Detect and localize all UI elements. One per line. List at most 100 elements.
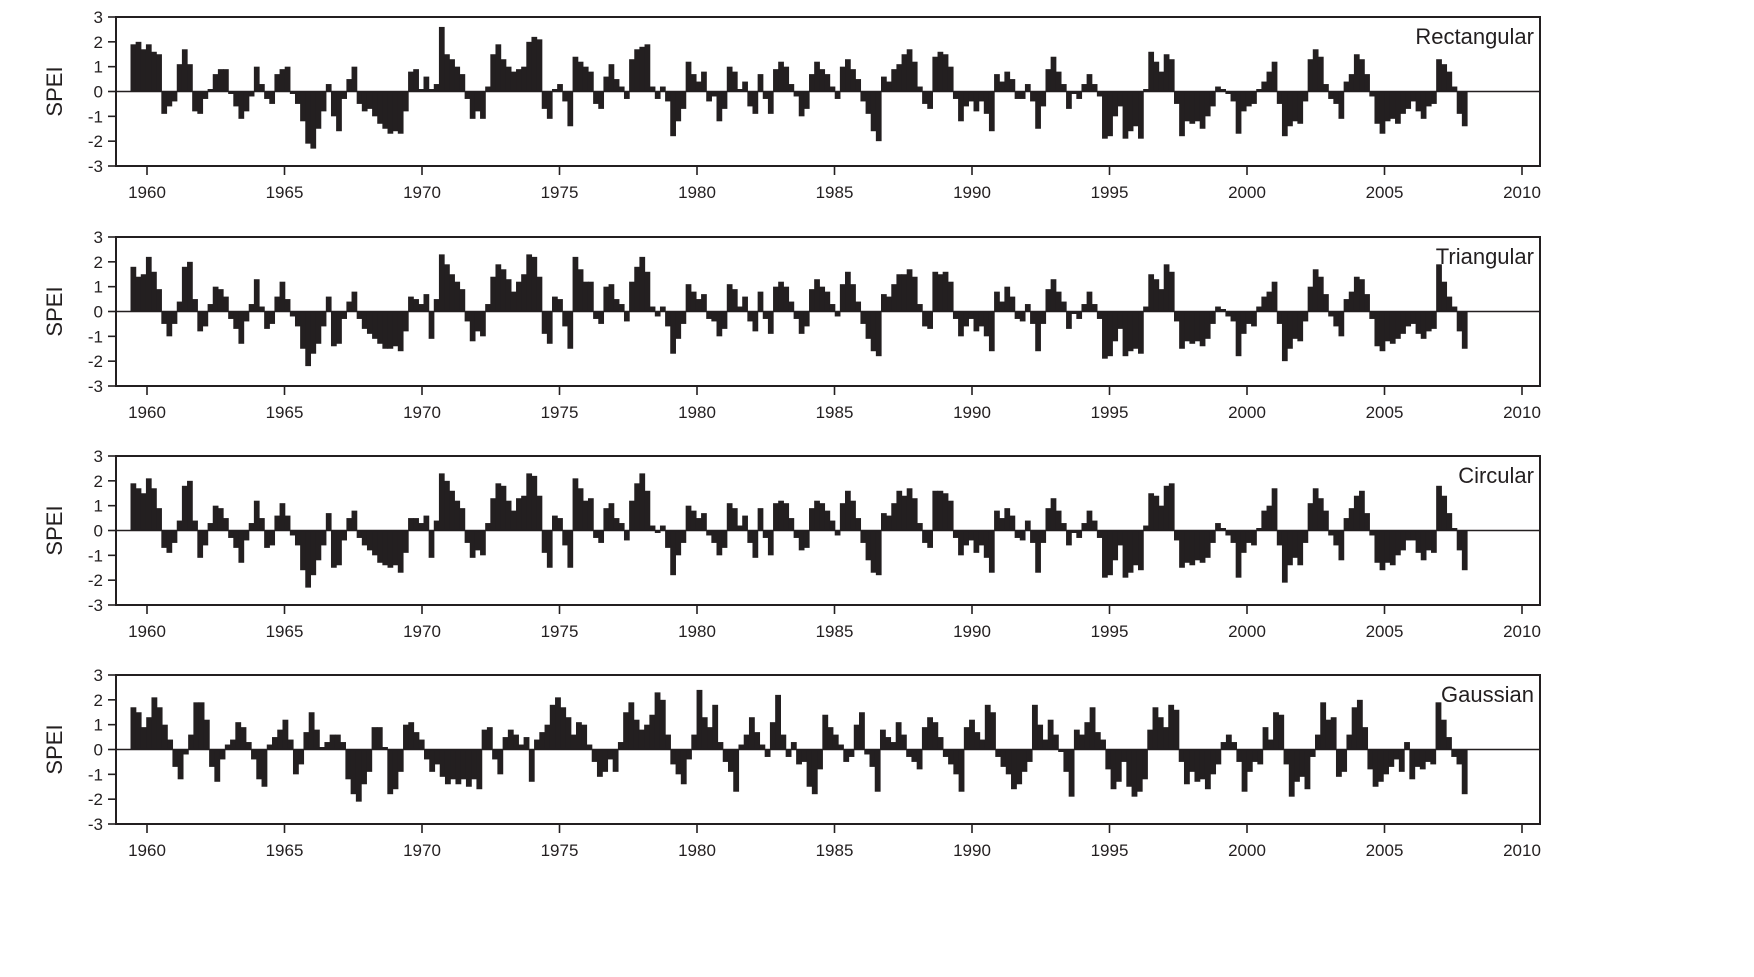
bar xyxy=(172,749,179,767)
bar xyxy=(1431,91,1437,104)
x-tick-label: 1960 xyxy=(128,183,166,202)
bar xyxy=(253,500,260,531)
bar xyxy=(587,281,594,312)
bar xyxy=(1005,749,1012,775)
bar xyxy=(495,44,502,92)
bar xyxy=(748,717,755,750)
bar xyxy=(434,749,441,765)
bar xyxy=(633,719,640,750)
bar xyxy=(449,59,455,92)
bar xyxy=(245,742,252,750)
bar xyxy=(1112,530,1119,561)
bar xyxy=(1148,51,1155,92)
x-tick-label: 1985 xyxy=(816,183,854,202)
bar xyxy=(670,91,676,137)
bar xyxy=(1021,749,1028,772)
y-axis: 3 2 1 0 -1 -2 -3 xyxy=(88,666,116,834)
bar xyxy=(659,86,666,92)
bar xyxy=(1414,749,1421,767)
bar xyxy=(1451,749,1458,757)
bar xyxy=(146,717,153,750)
bar xyxy=(942,749,949,757)
bar xyxy=(1287,311,1293,349)
bar xyxy=(161,311,168,324)
bar xyxy=(1299,749,1306,777)
bar xyxy=(1060,523,1067,531)
bar xyxy=(1400,311,1406,334)
bar xyxy=(1112,91,1119,117)
bar xyxy=(1266,505,1273,531)
bar xyxy=(1042,739,1049,750)
y-axis-title: SPEI xyxy=(42,505,67,555)
bar xyxy=(1121,749,1127,762)
spei-panel-circular: 3 2 1 0 -1 -2 -3 SPEI 1960 1965 1970 1975 1980 1985 19… xyxy=(0,439,1754,664)
bar xyxy=(315,311,322,344)
bar xyxy=(1400,91,1406,114)
bar xyxy=(253,66,260,92)
bar xyxy=(284,515,291,531)
bar xyxy=(1199,530,1206,563)
bar xyxy=(1009,79,1016,92)
bar xyxy=(1312,488,1319,531)
bar xyxy=(1011,749,1017,790)
bar xyxy=(577,61,584,92)
bar xyxy=(1163,485,1170,531)
bar xyxy=(1389,311,1396,344)
bar xyxy=(1055,291,1062,312)
bar xyxy=(742,296,748,312)
bar xyxy=(1292,311,1298,339)
bar xyxy=(809,74,815,92)
bar xyxy=(796,749,802,765)
bar xyxy=(1384,530,1391,563)
bar xyxy=(1024,520,1031,531)
bar xyxy=(860,311,867,324)
bar xyxy=(214,749,221,782)
bar xyxy=(974,732,981,750)
y-tick-label: 2 xyxy=(94,691,103,710)
bar xyxy=(544,724,551,750)
bar xyxy=(1215,306,1221,312)
bar xyxy=(901,274,908,312)
bar xyxy=(1287,91,1293,127)
bar xyxy=(197,530,204,558)
bar xyxy=(1281,530,1288,583)
x-tick-label: 2010 xyxy=(1503,841,1541,860)
bar xyxy=(690,74,697,92)
bar xyxy=(984,704,991,750)
bar xyxy=(272,737,278,750)
bar xyxy=(476,749,483,790)
bar xyxy=(1436,264,1442,312)
bar xyxy=(1073,729,1080,750)
panel-title: Gaussian xyxy=(1441,682,1534,707)
bar xyxy=(382,91,389,129)
bar-series xyxy=(130,254,1468,367)
bar xyxy=(1410,91,1417,102)
bar xyxy=(608,503,615,531)
bar xyxy=(775,694,781,750)
bar xyxy=(486,727,493,750)
bar xyxy=(1405,311,1412,327)
bar xyxy=(1262,727,1269,750)
bar xyxy=(1328,311,1334,317)
bar xyxy=(680,530,687,543)
bar xyxy=(839,284,846,312)
bar xyxy=(233,91,240,107)
bar xyxy=(1461,91,1468,127)
bar xyxy=(1174,91,1180,104)
bar xyxy=(387,311,394,349)
bar xyxy=(639,256,646,312)
bar xyxy=(1353,276,1360,312)
bar xyxy=(294,91,301,104)
bar xyxy=(803,91,810,109)
x-tick-label: 1960 xyxy=(128,403,166,422)
bar xyxy=(1292,91,1298,122)
bar xyxy=(156,508,162,531)
bar xyxy=(747,91,754,107)
bar xyxy=(151,51,157,92)
bar xyxy=(638,729,645,750)
bar xyxy=(593,530,599,538)
y-tick-label: 0 xyxy=(94,741,103,760)
bar xyxy=(927,91,933,109)
bar xyxy=(413,69,419,92)
